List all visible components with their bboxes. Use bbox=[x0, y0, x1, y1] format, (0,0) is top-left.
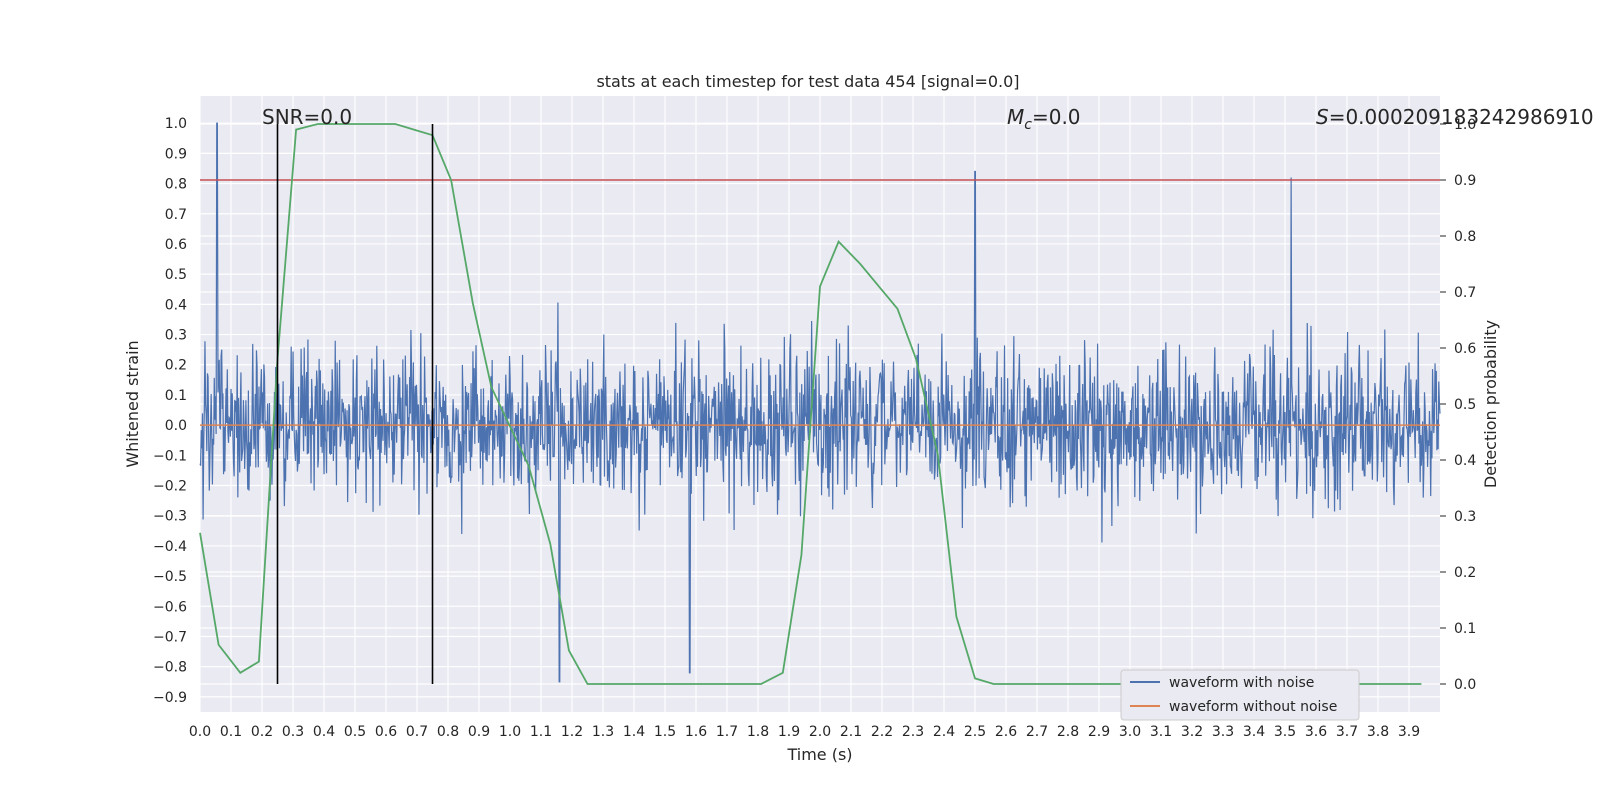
y-right-tick-label: 0.7 bbox=[1454, 285, 1476, 301]
legend-label-clean: waveform without noise bbox=[1169, 699, 1337, 715]
y-right-tick-label: 0.0 bbox=[1454, 677, 1476, 693]
y-left-tick-label: −0.3 bbox=[153, 509, 187, 525]
x-tick-label: 2.7 bbox=[1026, 724, 1048, 740]
x-tick-label: 2.4 bbox=[933, 724, 955, 740]
y-left-tick-label: 0.4 bbox=[165, 297, 187, 313]
x-tick-label: 2.8 bbox=[1057, 724, 1079, 740]
chirp-mass-annotation: Mc=0.0 bbox=[1007, 105, 1081, 133]
y-left-tick-label: 0.9 bbox=[165, 146, 187, 162]
y-left-tick-label: −0.9 bbox=[153, 690, 187, 706]
y-right-tick-label: 0.3 bbox=[1454, 509, 1476, 525]
y-left-tick-label: −0.4 bbox=[153, 539, 187, 555]
x-tick-label: 0.5 bbox=[344, 724, 366, 740]
x-tick-label: 0.2 bbox=[251, 724, 273, 740]
x-tick-label: 1.6 bbox=[685, 724, 707, 740]
y-right-tick-label: 0.2 bbox=[1454, 565, 1476, 581]
x-tick-label: 3.9 bbox=[1398, 724, 1420, 740]
x-tick-label: 3.5 bbox=[1274, 724, 1296, 740]
y-left-tick-label: 1.0 bbox=[165, 116, 187, 132]
s-symbol: S bbox=[1316, 105, 1329, 129]
y-left-tick-label: 0.2 bbox=[165, 358, 187, 374]
y-right-tick-label: 0.9 bbox=[1454, 173, 1476, 189]
x-tick-label: 3.3 bbox=[1212, 724, 1234, 740]
y-right-tick-label: 0.5 bbox=[1454, 397, 1476, 413]
x-tick-label: 3.7 bbox=[1336, 724, 1358, 740]
y-right-tick-label: 1.0 bbox=[1454, 117, 1476, 133]
x-tick-label: 2.0 bbox=[809, 724, 831, 740]
x-tick-label: 2.9 bbox=[1088, 724, 1110, 740]
x-tick-label: 3.2 bbox=[1181, 724, 1203, 740]
y-left-tick-label: −0.1 bbox=[153, 448, 187, 464]
y-left-tick-label: 0.0 bbox=[165, 418, 187, 434]
s-value: =0.000209183242986910 bbox=[1329, 105, 1594, 129]
mc-subscript: c bbox=[1024, 117, 1032, 133]
x-tick-label: 2.1 bbox=[840, 724, 862, 740]
x-tick-label: 0.7 bbox=[406, 724, 428, 740]
x-tick-label: 3.4 bbox=[1243, 724, 1265, 740]
x-tick-label: 1.4 bbox=[623, 724, 645, 740]
x-axis-label: Time (s) bbox=[786, 745, 852, 764]
x-tick-label: 1.8 bbox=[747, 724, 769, 740]
y-left-tick-label: 0.3 bbox=[165, 328, 187, 344]
y-left-tick-label: −0.6 bbox=[153, 599, 187, 615]
y-left-tick-label: −0.2 bbox=[153, 479, 187, 495]
x-tick-label: 3.1 bbox=[1150, 724, 1172, 740]
x-tick-label: 0.6 bbox=[375, 724, 397, 740]
y-left-tick-label: −0.8 bbox=[153, 660, 187, 676]
y-left-tick-label: 0.5 bbox=[165, 267, 187, 283]
series-waveform-with-noise bbox=[199, 122, 1441, 683]
y-right-tick-label: 0.4 bbox=[1454, 453, 1476, 469]
x-tick-label: 3.8 bbox=[1367, 724, 1389, 740]
x-axis-ticks: 0.0 0.1 0.2 0.3 0.4 0.5 0.6 0.7 0.8 0.9 1.0 1.1 1.2 1… bbox=[189, 724, 1420, 740]
x-tick-label: 2.6 bbox=[995, 724, 1017, 740]
x-tick-label: 3.6 bbox=[1305, 724, 1327, 740]
x-tick-label: 1.2 bbox=[561, 724, 583, 740]
chart-title: stats at each timestep for test data 454… bbox=[596, 72, 1019, 91]
x-tick-label: 0.0 bbox=[189, 724, 211, 740]
x-tick-label: 1.5 bbox=[654, 724, 676, 740]
legend-label-noise: waveform with noise bbox=[1169, 675, 1314, 691]
y-left-tick-label: 0.6 bbox=[165, 237, 187, 253]
y-axis-right-ticks: 1.0 0.9 0.8 0.7 0.6 0.5 0.4 0.3 0.2 0.1 0.0 bbox=[1440, 117, 1476, 693]
x-tick-label: 2.5 bbox=[964, 724, 986, 740]
mc-value: =0.0 bbox=[1032, 105, 1081, 129]
y-axis-right-label: Detection probability bbox=[1481, 320, 1500, 488]
y-right-tick-label: 0.8 bbox=[1454, 229, 1476, 245]
y-right-tick-label: 0.1 bbox=[1454, 621, 1476, 637]
x-tick-label: 0.4 bbox=[313, 724, 335, 740]
snr-annotation: SNR=0.0 bbox=[262, 105, 352, 129]
y-left-tick-label: −0.7 bbox=[153, 630, 187, 646]
x-tick-label: 1.1 bbox=[530, 724, 552, 740]
y-axis-left-ticks: 1.0 0.9 0.8 0.7 0.6 0.5 0.4 0.3 0.2 0.1 0.0 −0.1 −0.… bbox=[153, 116, 187, 706]
s-annotation: S=0.000209183242986910 bbox=[1316, 105, 1594, 129]
y-axis-left-label: Whitened strain bbox=[123, 340, 142, 467]
y-right-tick-label: 0.6 bbox=[1454, 341, 1476, 357]
y-left-tick-label: 0.1 bbox=[165, 388, 187, 404]
legend: waveform with noise waveform without noi… bbox=[1120, 669, 1360, 721]
x-tick-label: 1.0 bbox=[499, 724, 521, 740]
vertical-markers bbox=[276, 124, 434, 684]
y-left-tick-label: −0.5 bbox=[153, 569, 187, 585]
x-tick-label: 2.3 bbox=[902, 724, 924, 740]
x-tick-label: 0.3 bbox=[282, 724, 304, 740]
x-tick-label: 0.8 bbox=[437, 724, 459, 740]
legend-box bbox=[1120, 669, 1360, 721]
x-tick-label: 1.9 bbox=[778, 724, 800, 740]
y-left-tick-label: 0.7 bbox=[165, 207, 187, 223]
x-tick-label: 2.2 bbox=[871, 724, 893, 740]
y-left-tick-label: 0.8 bbox=[165, 177, 187, 193]
mc-symbol: M bbox=[1007, 105, 1024, 129]
x-tick-label: 0.9 bbox=[468, 724, 490, 740]
noise-trace bbox=[199, 122, 1441, 683]
x-tick-label: 1.3 bbox=[592, 724, 614, 740]
x-tick-label: 0.1 bbox=[220, 724, 242, 740]
x-tick-label: 1.7 bbox=[716, 724, 738, 740]
x-tick-label: 3.0 bbox=[1119, 724, 1141, 740]
grid bbox=[199, 96, 1440, 712]
